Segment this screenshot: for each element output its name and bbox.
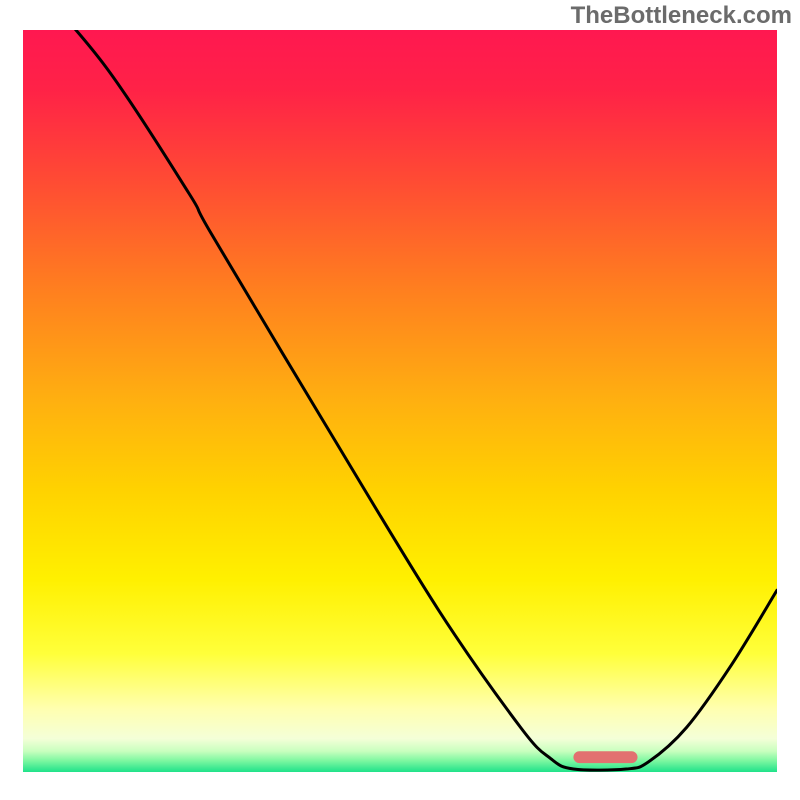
chart-canvas: TheBottleneck.com — [0, 0, 800, 800]
optimal-range-marker — [573, 751, 637, 763]
bottleneck-curve-plot — [0, 0, 800, 800]
plot-background — [23, 30, 777, 772]
